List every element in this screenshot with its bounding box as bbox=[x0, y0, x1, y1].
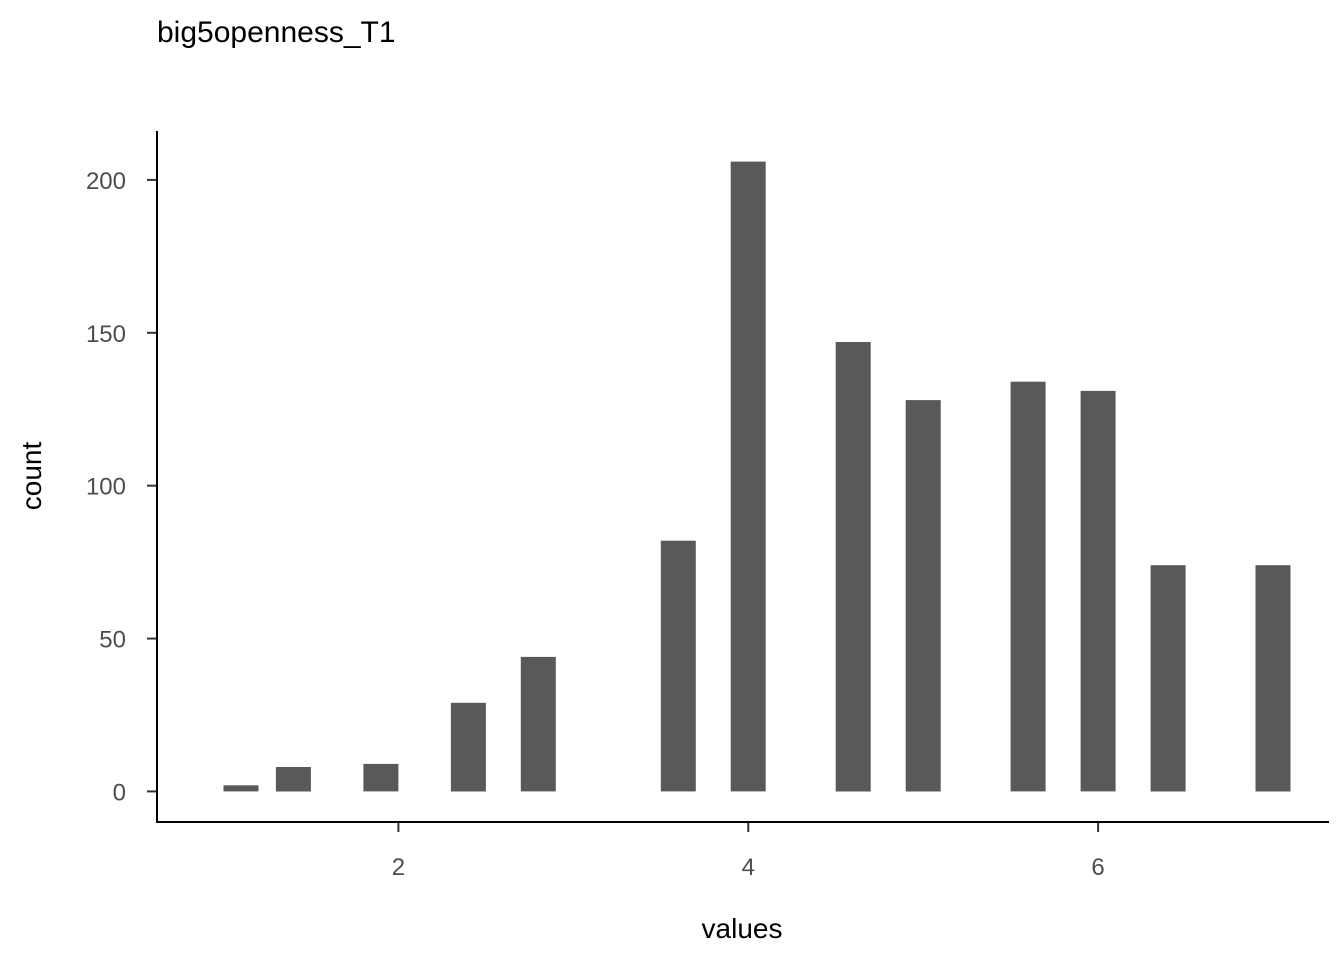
chart-title: big5openness_T1 bbox=[157, 16, 396, 49]
bar bbox=[450, 702, 486, 792]
x-tick-label: 4 bbox=[742, 854, 755, 881]
bar bbox=[660, 540, 696, 792]
y-tick-label: 150 bbox=[86, 321, 126, 348]
bar bbox=[363, 763, 399, 792]
bar bbox=[730, 161, 766, 792]
x-tick-label: 2 bbox=[392, 854, 405, 881]
bar bbox=[520, 656, 556, 792]
y-tick-label: 200 bbox=[86, 168, 126, 195]
bar bbox=[1080, 390, 1116, 792]
y-axis-ticks: 0 50 100 150 200 bbox=[86, 168, 157, 806]
bars-group bbox=[223, 161, 1291, 792]
y-tick-label: 0 bbox=[113, 779, 126, 806]
bar bbox=[835, 342, 871, 792]
bar bbox=[1150, 565, 1186, 792]
bar bbox=[223, 785, 259, 792]
y-axis-label: count bbox=[16, 442, 47, 511]
bar bbox=[1255, 565, 1291, 792]
y-tick-label: 100 bbox=[86, 474, 126, 501]
y-tick-label: 50 bbox=[99, 627, 126, 654]
x-axis-label: values bbox=[702, 913, 783, 944]
bar bbox=[275, 767, 311, 792]
bar bbox=[905, 400, 941, 792]
x-tick-label: 6 bbox=[1091, 854, 1104, 881]
x-axis-ticks: 2 4 6 bbox=[392, 822, 1105, 881]
bar bbox=[1010, 381, 1046, 792]
